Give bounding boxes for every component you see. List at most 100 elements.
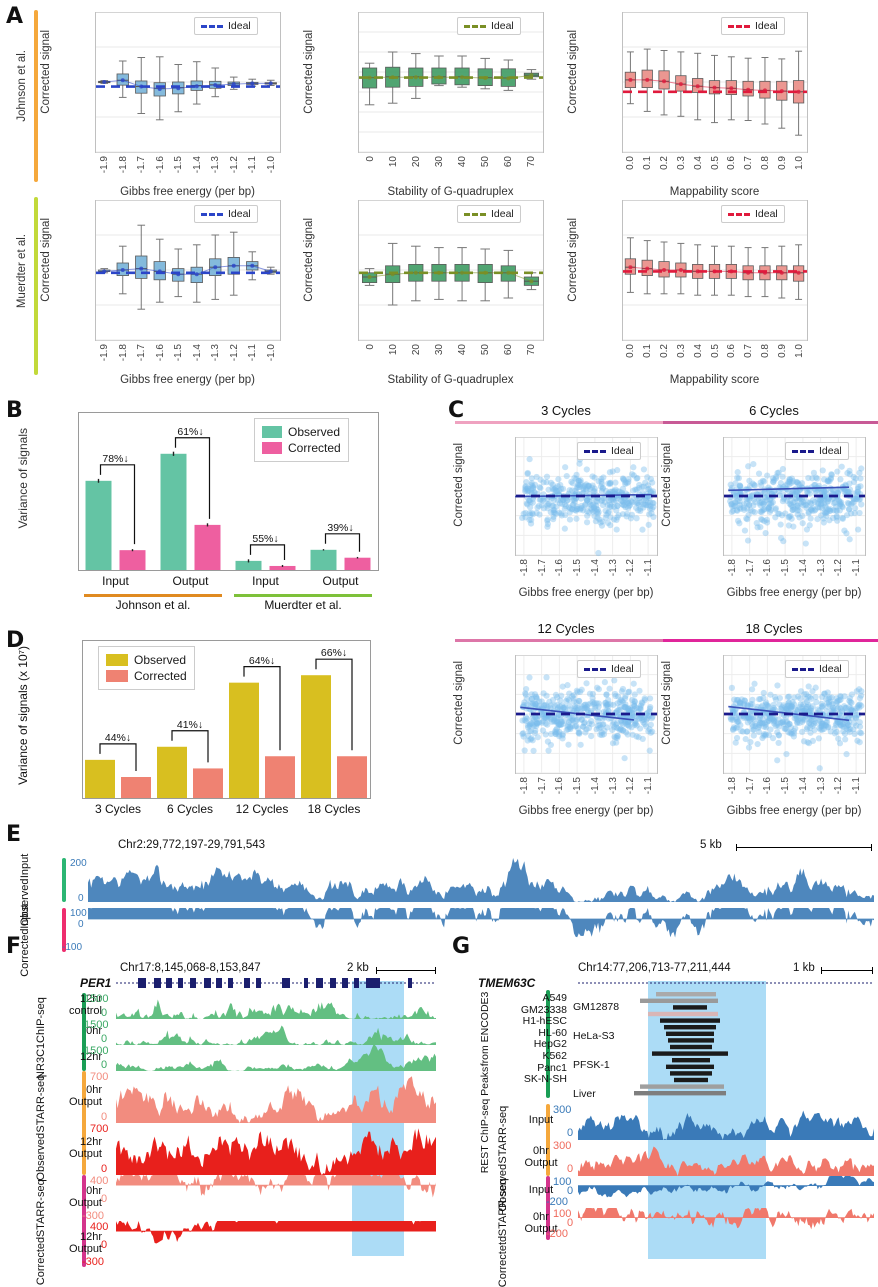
panel-f-track-label-line: 12hr bbox=[79, 1231, 102, 1243]
panel-c-xtick: -1.7 bbox=[536, 559, 548, 577]
panel-c-xtick: -1.1 bbox=[643, 559, 655, 577]
panel-c-xtick: -1.5 bbox=[780, 777, 792, 795]
panel-g-track-label-line: 0hr bbox=[533, 1145, 549, 1157]
panel-f-scale-cap bbox=[376, 967, 377, 974]
panel-b-group-underline bbox=[84, 594, 222, 597]
panel-f-scale-cap bbox=[435, 967, 436, 974]
panel-c-xtick: -1.6 bbox=[762, 559, 774, 577]
panel-a-xlabel: Gibbs free energy (per bp) bbox=[120, 374, 255, 386]
panel-a-legend: Ideal bbox=[194, 205, 258, 223]
panel-e-track-accent-corrected bbox=[62, 908, 66, 952]
panel-label-d: D bbox=[6, 628, 25, 653]
panel-f-track-label: 12hr control bbox=[44, 993, 102, 1017]
panel-b-ylabel: Variance of signals bbox=[16, 428, 30, 529]
legend-label: Ideal bbox=[755, 20, 778, 32]
panel-a-xtick: -1.1 bbox=[247, 344, 259, 362]
panel-c-xtick: -1.6 bbox=[762, 777, 774, 795]
panel-e-track-min: 0 bbox=[78, 893, 84, 904]
panel-a-xtick: 0.7 bbox=[743, 344, 755, 358]
panel-d-reduction-annotation: 64%↓ bbox=[248, 654, 276, 667]
panel-d-xtick: 3 Cycles bbox=[94, 802, 141, 816]
panel-a-row-accent-muerdter bbox=[34, 197, 38, 375]
panel-b-group-label: Muerdter et al. bbox=[264, 598, 342, 612]
panel-f-gene-name: PER1 bbox=[80, 976, 112, 990]
panel-c-xtick: -1.8 bbox=[518, 559, 530, 577]
panel-f-track-min: 0 bbox=[101, 1163, 108, 1175]
panel-a-row-label-johnson: Johnson et al. bbox=[16, 50, 28, 122]
panel-g-group-label-line: Correctetd bbox=[497, 1235, 509, 1287]
panel-f-signal-track bbox=[116, 1175, 436, 1198]
panel-a-xtick: 0.6 bbox=[726, 344, 738, 358]
ideal-dash-icon bbox=[201, 212, 223, 216]
legend-label: Corrected bbox=[288, 441, 341, 455]
panel-e-track-min: -100 bbox=[62, 942, 83, 953]
panel-e-scale-label: 5 kb bbox=[700, 839, 722, 851]
panel-a-legend: Ideal bbox=[721, 17, 785, 35]
panel-e-track-label-line: Input bbox=[19, 854, 31, 879]
panel-c-title: 12 Cycles bbox=[537, 621, 595, 636]
panel-f-track-mid: 0 bbox=[101, 1193, 108, 1206]
panel-c-xtick: -1.4 bbox=[589, 777, 601, 795]
panel-f-track-label-line: 0hr bbox=[86, 1185, 102, 1197]
panel-g-signal-track bbox=[578, 1146, 874, 1176]
ideal-dash-icon bbox=[464, 212, 486, 216]
ideal-dash-icon bbox=[584, 667, 606, 671]
panel-a-xtick: 0.3 bbox=[675, 156, 687, 170]
panel-f-signal-track bbox=[116, 1025, 436, 1045]
panel-c-title: 6 Cycles bbox=[749, 403, 799, 418]
panel-c-legend: Ideal bbox=[577, 660, 641, 678]
panel-c-legend: Ideal bbox=[577, 442, 641, 460]
panel-a-xtick: -1.8 bbox=[117, 156, 129, 174]
panel-g-peaks-group-label: REST ChIP-seq Peaksfrom ENCODE3 bbox=[478, 992, 492, 1173]
panel-d-reduction-annotation: 41%↓ bbox=[176, 718, 204, 731]
panel-a-xtick: 0.5 bbox=[709, 156, 721, 170]
legend-label: Ideal bbox=[491, 20, 514, 32]
panel-label-g: G bbox=[452, 934, 471, 959]
panel-a-xtick: -1.2 bbox=[228, 156, 240, 174]
panel-e-observed-input-signal bbox=[88, 858, 874, 902]
ideal-dash-icon bbox=[792, 449, 814, 453]
panel-f-signal-track bbox=[116, 1076, 436, 1123]
panel-f-track-min: -300 bbox=[82, 1256, 105, 1268]
panel-f-gene-model bbox=[116, 978, 436, 988]
panel-a-xtick: 30 bbox=[433, 156, 445, 168]
legend-label: Ideal bbox=[819, 445, 842, 457]
panel-g-track-min: -200 bbox=[546, 1196, 569, 1208]
panel-c-xtick: -1.8 bbox=[518, 777, 530, 795]
panel-a-xtick: 20 bbox=[410, 156, 422, 168]
panel-g-track-label-line: 0hr bbox=[533, 1211, 549, 1223]
panel-d-xtick: 6 Cycles bbox=[166, 802, 213, 816]
panel-c-xtick: -1.3 bbox=[815, 559, 827, 577]
panel-e-track-max: 100 bbox=[70, 908, 87, 919]
legend-swatch bbox=[262, 426, 282, 438]
panel-a-plot-A-muerdter-gquad: 50250−25−50 bbox=[358, 200, 544, 341]
panel-a-xtick: 0.7 bbox=[743, 156, 755, 170]
legend-label: Ideal bbox=[611, 663, 634, 675]
panel-d-xtick: 12 Cycles bbox=[235, 802, 289, 816]
panel-f-track-min: 0 bbox=[101, 1111, 108, 1123]
panel-a-ylabel: Corrected signal bbox=[40, 218, 52, 302]
panel-g-track-label: Input bbox=[516, 1184, 566, 1197]
panel-c-xtick: -1.4 bbox=[589, 559, 601, 577]
panel-a-xtick: -1.5 bbox=[173, 156, 185, 174]
panel-g-cellline-left: HepG2 bbox=[533, 1038, 567, 1051]
panel-c-xtick: -1.2 bbox=[625, 777, 637, 795]
legend-label: Ideal bbox=[491, 208, 514, 220]
panel-e-scale-bar bbox=[736, 847, 872, 848]
panel-d-reduction-annotation: 44%↓ bbox=[104, 731, 132, 744]
panel-c-xtick: -1.5 bbox=[572, 559, 584, 577]
legend-label: Ideal bbox=[755, 208, 778, 220]
panel-a-xtick: 50 bbox=[480, 156, 492, 168]
panel-a-xtick: -1.7 bbox=[136, 344, 148, 362]
panel-g-scale-cap bbox=[872, 967, 873, 974]
panel-g-cellline-right: Liver bbox=[572, 1088, 597, 1100]
panel-g-track-label-line: Output bbox=[524, 1222, 558, 1235]
panel-g-track-max: 300 bbox=[553, 1104, 572, 1116]
panel-f-track-label: 0hr Output bbox=[44, 1084, 102, 1108]
panel-g-scale-label: 1 kb bbox=[793, 962, 815, 974]
panel-g-cellline-left: A549 bbox=[542, 992, 567, 1004]
panel-b-group-underline bbox=[234, 594, 372, 597]
panel-f-track-label: 12hr Output bbox=[44, 1231, 102, 1255]
panel-a-xtick: 0 bbox=[364, 156, 376, 162]
panel-f-track-label-line: 0hr bbox=[86, 1025, 102, 1037]
